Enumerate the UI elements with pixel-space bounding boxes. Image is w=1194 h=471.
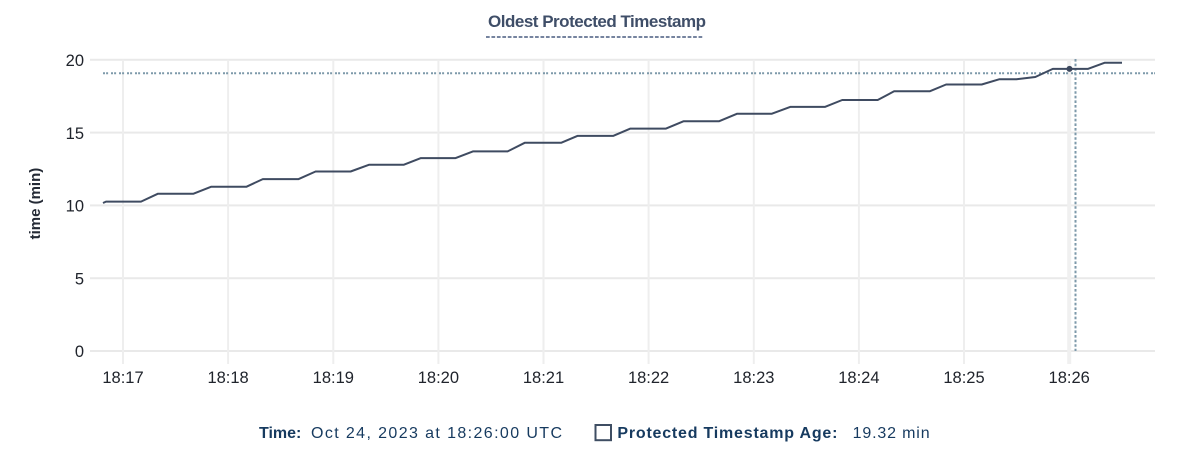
svg-text:18:17: 18:17 — [102, 369, 143, 387]
svg-text:18:23: 18:23 — [733, 369, 774, 387]
svg-text:Oct 24, 2023 at 18:26:00 UTC: Oct 24, 2023 at 18:26:00 UTC — [311, 425, 562, 442]
svg-text:18:24: 18:24 — [838, 369, 879, 387]
svg-text:20: 20 — [66, 52, 84, 70]
svg-text:time (min): time (min) — [27, 168, 44, 240]
svg-text:Time:: Time: — [259, 425, 301, 442]
svg-text:18:18: 18:18 — [207, 369, 248, 387]
svg-text:19.32 min: 19.32 min — [853, 425, 930, 442]
svg-text:0: 0 — [75, 343, 84, 361]
svg-text:15: 15 — [66, 125, 84, 143]
svg-text:18:20: 18:20 — [418, 369, 459, 387]
svg-text:18:21: 18:21 — [523, 369, 564, 387]
svg-text:10: 10 — [66, 198, 84, 216]
svg-text:18:25: 18:25 — [943, 369, 984, 387]
svg-text:18:22: 18:22 — [628, 369, 669, 387]
svg-text:5: 5 — [75, 271, 84, 289]
svg-text:18:26: 18:26 — [1049, 369, 1090, 387]
svg-text:Oldest Protected Timestamp: Oldest Protected Timestamp — [488, 12, 706, 31]
svg-text:18:19: 18:19 — [313, 369, 354, 387]
svg-text:Protected Timestamp Age:: Protected Timestamp Age: — [617, 425, 837, 442]
